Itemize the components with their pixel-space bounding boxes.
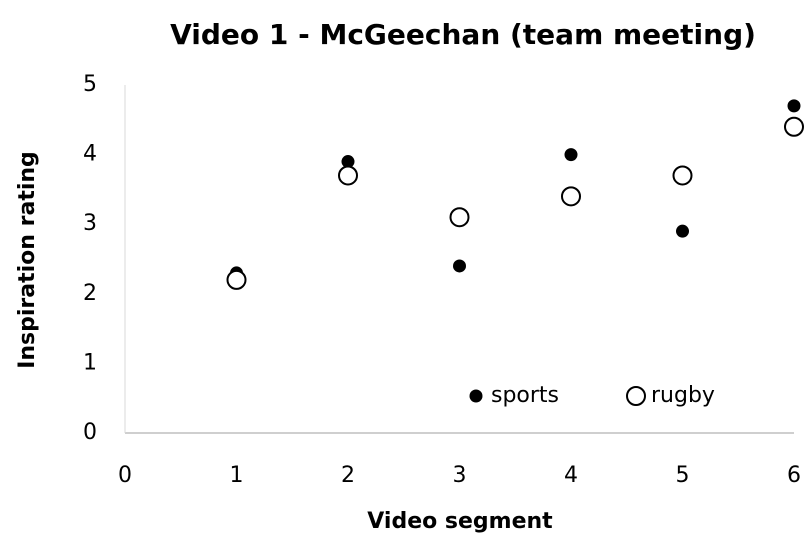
x-tick-label: 4	[564, 463, 578, 488]
point	[338, 165, 358, 186]
point	[564, 148, 578, 162]
point	[784, 116, 804, 137]
x-tick-label: 6	[787, 463, 801, 488]
point	[449, 207, 470, 228]
x-tick-label: 3	[453, 463, 467, 488]
point	[453, 259, 466, 273]
x-axis-label: Video segment	[367, 509, 553, 534]
point	[672, 165, 693, 186]
y-tick-label: 3	[83, 211, 97, 236]
y-tick-label: 4	[83, 142, 97, 167]
chart-title: Video 1 - McGeechan (team meeting)	[170, 18, 756, 51]
x-tick-label: 5	[676, 463, 690, 488]
y-tick-label: 1	[83, 350, 97, 375]
x-tick-label: 2	[341, 463, 355, 488]
y-tick-label: 5	[83, 72, 97, 97]
y-tick-label: 0	[83, 420, 97, 445]
x-tick-label: 1	[230, 463, 244, 488]
legend-label: sports	[491, 383, 559, 408]
point	[561, 186, 581, 207]
x-tick-label: 0	[118, 463, 132, 488]
legend-label: rugby	[651, 383, 715, 408]
legend-marker	[626, 386, 646, 406]
point	[226, 269, 247, 290]
y-axis-label: Inspiration rating	[15, 151, 40, 369]
legend-marker	[469, 389, 483, 403]
point	[787, 99, 801, 113]
point	[676, 224, 689, 238]
y-tick-label: 2	[83, 281, 97, 306]
point	[341, 155, 355, 169]
